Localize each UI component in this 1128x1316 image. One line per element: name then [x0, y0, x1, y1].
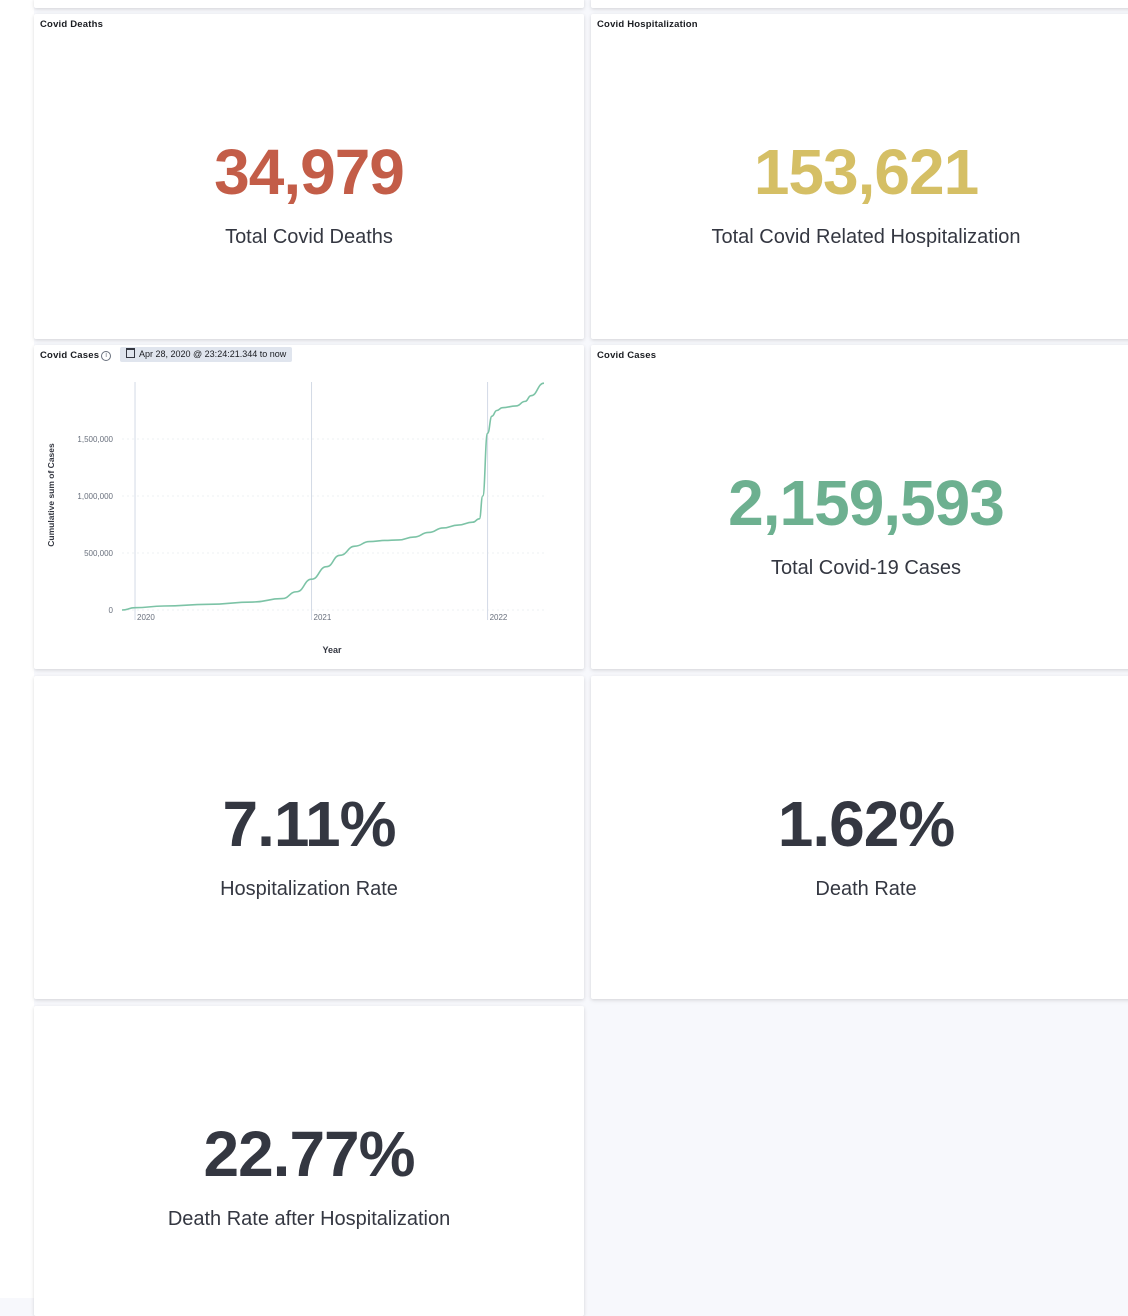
x-axis-ticks: 2020 2021 2022 [137, 613, 508, 622]
death-rate-value: 1.62% [777, 788, 955, 860]
x-tick-label: 2020 [137, 613, 155, 622]
previous-panel-stub [591, 0, 1128, 8]
hospitalization-label: Total Covid Related Hospitalization [711, 226, 1021, 248]
metric: 7.11% Hospitalization Rate [34, 792, 584, 901]
y-tick-label: 1,500,000 [77, 435, 113, 444]
calendar-icon [126, 348, 135, 358]
x-axis-label: Year [322, 645, 342, 655]
y-tick-label: 0 [109, 606, 114, 615]
cases-value: 2,159,593 [728, 467, 1005, 539]
deaths-label: Total Covid Deaths [225, 226, 393, 248]
hospitalization-rate-label: Hospitalization Rate [220, 878, 398, 900]
death-rate-after-hospitalization-panel: 22.77% Death Rate after Hospitalization [34, 1006, 584, 1316]
cases-panel: Covid Cases 2,159,593 Total Covid-19 Cas… [591, 345, 1128, 669]
metric: 34,979 Total Covid Deaths [34, 140, 584, 249]
cases-chart-panel: Covid Cases i Apr 28, 2020 @ 23:24:21.344… [34, 345, 584, 669]
x-tick-label: 2021 [314, 613, 332, 622]
hospitalization-rate-value: 7.11% [222, 788, 397, 860]
death-rate-panel: 1.62% Death Rate [591, 676, 1128, 999]
metric: 1.62% Death Rate [591, 792, 1128, 901]
time-range-badge[interactable]: Apr 28, 2020 @ 23:24:21.344 to now [120, 347, 293, 362]
y-tick-label: 1,000,000 [77, 492, 113, 501]
deaths-value: 34,979 [214, 136, 405, 208]
y-axis-label: Cumulative sum of Cases [46, 443, 56, 547]
series-line [121, 382, 545, 611]
hospitalization-value: 153,621 [753, 136, 979, 208]
death-rate-label: Death Rate [815, 878, 917, 900]
left-gutter [0, 0, 34, 1298]
metric: 22.77% Death Rate after Hospitalization [34, 1122, 584, 1231]
previous-panel-stub [34, 0, 584, 8]
panel-title: Covid Cases [597, 350, 657, 361]
death-rate-after-hospitalization-value: 22.77% [203, 1118, 415, 1190]
cases-label: Total Covid-19 Cases [770, 557, 962, 579]
hospitalization-panel: Covid Hospitalization 153,621 Total Covi… [591, 14, 1128, 339]
chart-grid [122, 382, 544, 620]
deaths-panel: Covid Deaths 34,979 Total Covid Deaths [34, 14, 584, 339]
time-range-text: Apr 28, 2020 @ 23:24:21.344 to now [139, 349, 287, 359]
y-axis-ticks: 0 500,000 1,000,000 1,500,000 [77, 435, 113, 615]
panel-title: Covid Hospitalization [597, 19, 698, 30]
metric: 153,621 Total Covid Related Hospitalizat… [591, 140, 1128, 249]
death-rate-after-hospitalization-label: Death Rate after Hospitalization [167, 1208, 451, 1230]
metric: 2,159,593 Total Covid-19 Cases [591, 471, 1128, 580]
x-tick-label: 2022 [490, 613, 508, 622]
panel-title: Covid Cases i [40, 350, 112, 361]
y-tick-label: 500,000 [84, 549, 113, 558]
hospitalization-rate-panel: 7.11% Hospitalization Rate [34, 676, 584, 999]
panel-title-text: Covid Cases [40, 350, 100, 361]
panel-title: Covid Deaths [40, 19, 104, 30]
info-icon[interactable]: i [101, 351, 112, 361]
